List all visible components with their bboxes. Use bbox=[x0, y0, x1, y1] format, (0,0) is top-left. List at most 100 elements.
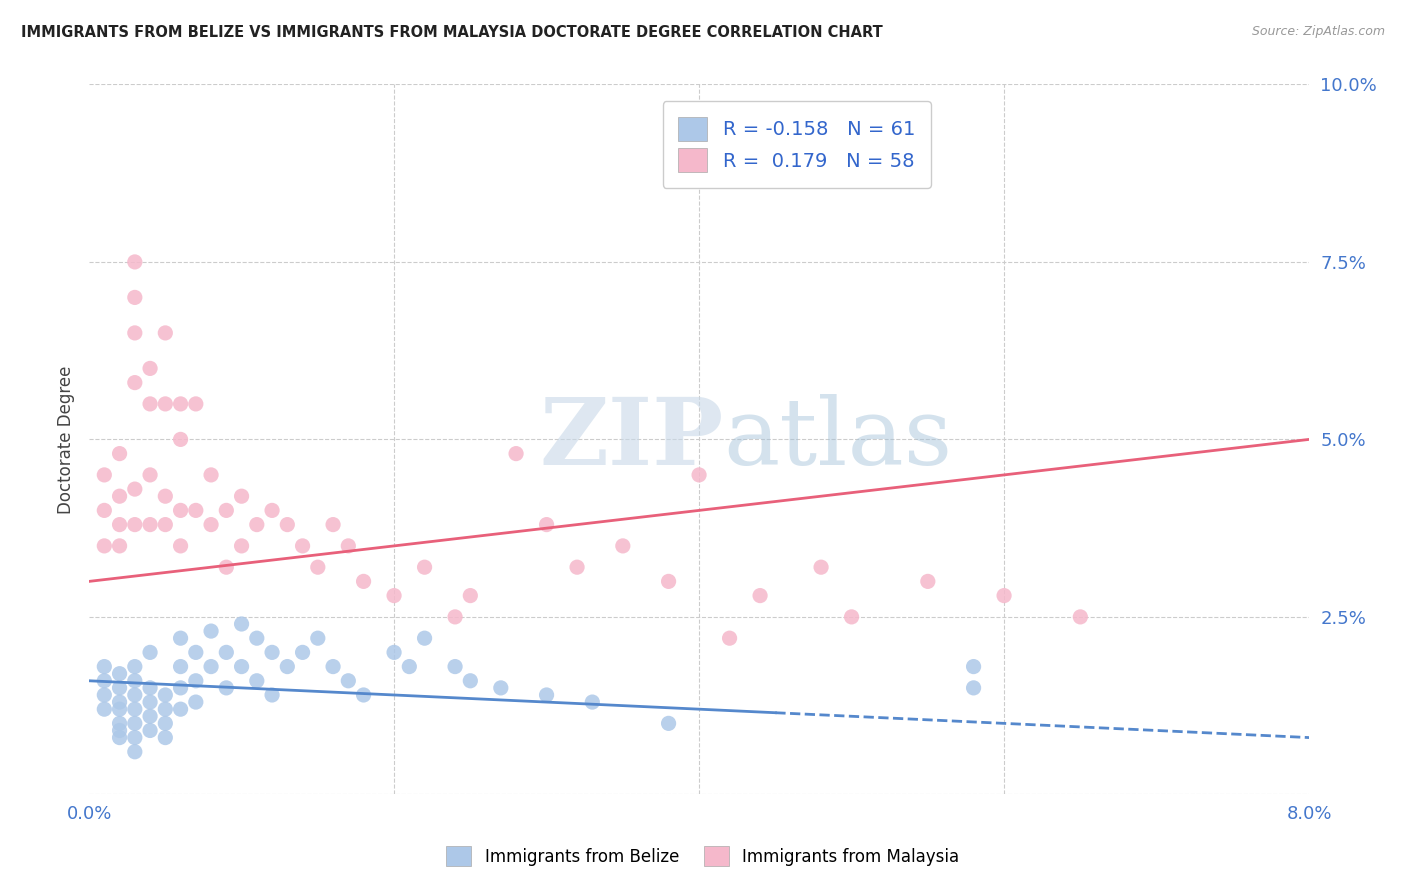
Point bbox=[155, 517, 177, 532]
Point bbox=[489, 681, 512, 695]
Point bbox=[108, 681, 131, 695]
Point bbox=[93, 539, 115, 553]
Point bbox=[460, 589, 482, 603]
Point bbox=[93, 702, 115, 716]
Point bbox=[124, 290, 146, 304]
Point bbox=[169, 631, 191, 645]
Point bbox=[93, 503, 115, 517]
Point bbox=[307, 631, 329, 645]
Point bbox=[124, 659, 146, 673]
Point bbox=[124, 482, 146, 496]
Point bbox=[155, 397, 177, 411]
Point bbox=[231, 489, 253, 503]
Point bbox=[93, 673, 115, 688]
Point bbox=[108, 447, 131, 461]
Point bbox=[962, 681, 984, 695]
Point bbox=[108, 695, 131, 709]
Point bbox=[382, 589, 405, 603]
Legend: R = -0.158   N = 61, R =  0.179   N = 58: R = -0.158 N = 61, R = 0.179 N = 58 bbox=[662, 102, 931, 187]
Point bbox=[155, 716, 177, 731]
Point bbox=[231, 617, 253, 632]
Point bbox=[246, 673, 269, 688]
Point bbox=[124, 731, 146, 745]
Point bbox=[184, 503, 207, 517]
Point bbox=[215, 503, 238, 517]
Point bbox=[124, 745, 146, 759]
Point bbox=[382, 645, 405, 659]
Point bbox=[658, 574, 681, 589]
Point bbox=[139, 695, 162, 709]
Point bbox=[231, 539, 253, 553]
Point bbox=[810, 560, 832, 574]
Point bbox=[291, 539, 314, 553]
Point bbox=[246, 631, 269, 645]
Point bbox=[108, 539, 131, 553]
Point bbox=[262, 503, 284, 517]
Point bbox=[139, 681, 162, 695]
Point bbox=[139, 645, 162, 659]
Point bbox=[184, 695, 207, 709]
Point bbox=[215, 681, 238, 695]
Point bbox=[139, 467, 162, 482]
Y-axis label: Doctorate Degree: Doctorate Degree bbox=[58, 365, 75, 514]
Point bbox=[93, 688, 115, 702]
Point bbox=[337, 539, 360, 553]
Point bbox=[200, 517, 222, 532]
Point bbox=[200, 624, 222, 638]
Point bbox=[353, 574, 375, 589]
Point bbox=[139, 723, 162, 738]
Point bbox=[353, 688, 375, 702]
Point bbox=[262, 688, 284, 702]
Text: atlas: atlas bbox=[724, 394, 953, 484]
Point bbox=[749, 589, 772, 603]
Point bbox=[444, 659, 467, 673]
Point bbox=[155, 702, 177, 716]
Point bbox=[108, 489, 131, 503]
Point bbox=[612, 539, 634, 553]
Point bbox=[124, 517, 146, 532]
Point bbox=[155, 731, 177, 745]
Point bbox=[169, 397, 191, 411]
Point bbox=[169, 702, 191, 716]
Point bbox=[184, 645, 207, 659]
Point bbox=[124, 673, 146, 688]
Point bbox=[917, 574, 939, 589]
Point bbox=[155, 688, 177, 702]
Point bbox=[993, 589, 1015, 603]
Point bbox=[413, 631, 436, 645]
Point bbox=[108, 716, 131, 731]
Point bbox=[139, 397, 162, 411]
Point bbox=[124, 326, 146, 340]
Point bbox=[460, 673, 482, 688]
Point bbox=[581, 695, 603, 709]
Point bbox=[184, 397, 207, 411]
Point bbox=[108, 731, 131, 745]
Point bbox=[108, 666, 131, 681]
Point bbox=[169, 539, 191, 553]
Point bbox=[1069, 610, 1091, 624]
Text: Source: ZipAtlas.com: Source: ZipAtlas.com bbox=[1251, 25, 1385, 38]
Point bbox=[398, 659, 420, 673]
Point bbox=[246, 517, 269, 532]
Point bbox=[184, 673, 207, 688]
Point bbox=[124, 688, 146, 702]
Point bbox=[413, 560, 436, 574]
Point bbox=[565, 560, 588, 574]
Point bbox=[231, 659, 253, 673]
Point bbox=[108, 723, 131, 738]
Legend: Immigrants from Belize, Immigrants from Malaysia: Immigrants from Belize, Immigrants from … bbox=[439, 838, 967, 875]
Point bbox=[200, 467, 222, 482]
Point bbox=[93, 467, 115, 482]
Point bbox=[124, 376, 146, 390]
Point bbox=[337, 673, 360, 688]
Point bbox=[215, 645, 238, 659]
Point bbox=[841, 610, 863, 624]
Point bbox=[276, 659, 298, 673]
Point bbox=[139, 517, 162, 532]
Point bbox=[536, 517, 558, 532]
Point bbox=[505, 447, 527, 461]
Point bbox=[124, 716, 146, 731]
Point bbox=[291, 645, 314, 659]
Point bbox=[322, 659, 344, 673]
Point bbox=[200, 659, 222, 673]
